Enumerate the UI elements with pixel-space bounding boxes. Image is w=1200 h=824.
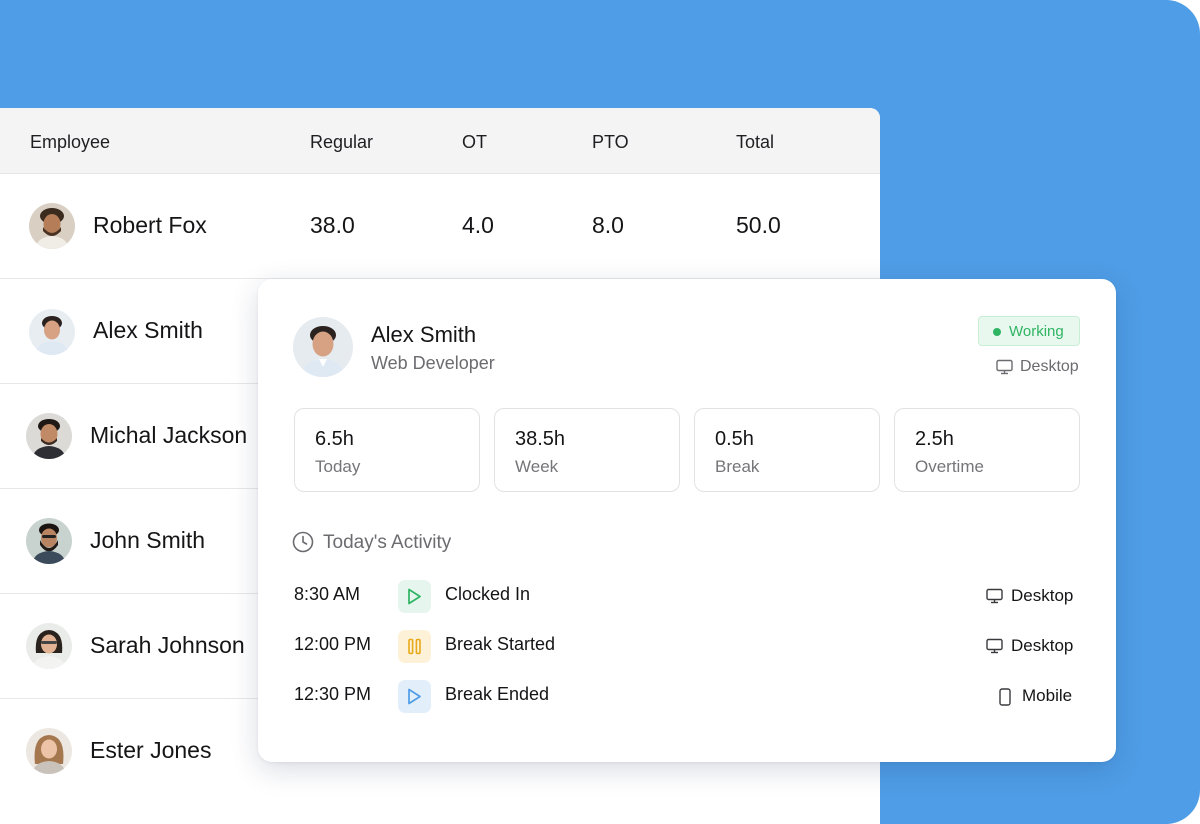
play-icon	[398, 580, 431, 613]
avatar	[29, 203, 75, 249]
avatar	[26, 728, 72, 774]
regular-hours: 38.0	[310, 212, 355, 238]
activity-item: 8:30 AM Clocked In Desktop	[258, 580, 1116, 620]
clock-icon	[292, 531, 314, 553]
employee-name[interactable]: Michal Jackson	[90, 422, 248, 448]
mobile-icon	[999, 688, 1011, 706]
desktop-icon	[986, 638, 1003, 654]
activity-device: Mobile	[998, 686, 1088, 708]
stat-label: Break	[715, 457, 760, 476]
column-header-regular[interactable]: Regular	[310, 132, 374, 152]
table-header: Employee Regular OT PTO Total	[0, 108, 880, 174]
activity-title: Today's Activity	[323, 532, 452, 553]
activity-device: Desktop	[986, 586, 1086, 608]
status-dot-icon	[993, 328, 1001, 336]
ot-hours: 4.0	[462, 212, 494, 238]
employee-role: Web Developer	[371, 353, 495, 373]
activity-time: 12:00 PM	[294, 634, 372, 654]
employee-name[interactable]: John Smith	[90, 527, 206, 553]
avatar	[293, 317, 353, 377]
stat-value: 6.5h	[315, 428, 354, 450]
device-label: Mobile	[1022, 686, 1073, 705]
stat-label: Week	[515, 457, 559, 476]
activity-label: Clocked In	[445, 584, 531, 604]
employee-name[interactable]: Sarah Johnson	[90, 632, 245, 658]
activity-time: 12:30 PM	[294, 684, 372, 704]
desktop-icon	[996, 359, 1013, 375]
device-label: Desktop	[1020, 358, 1079, 375]
status-badge: Working	[978, 316, 1080, 346]
stat-value: 38.5h	[515, 428, 566, 450]
employee-detail-card: Alex Smith Web Developer Working Desktop…	[258, 279, 1116, 762]
pto-hours: 8.0	[592, 212, 624, 238]
total-hours: 50.0	[736, 212, 781, 238]
pause-icon	[398, 630, 431, 663]
avatar	[29, 309, 75, 355]
column-header-employee[interactable]: Employee	[30, 132, 111, 152]
stat-overtime: 2.5h Overtime	[894, 408, 1080, 492]
activity-label: Break Started	[445, 634, 556, 654]
table-row[interactable]: Ester Jones	[0, 699, 880, 804]
avatar	[26, 623, 72, 669]
avatar	[26, 518, 72, 564]
avatar	[26, 413, 72, 459]
stat-today: 6.5h Today	[294, 408, 480, 492]
desktop-icon	[986, 588, 1003, 604]
table-row[interactable]: Robert Fox 38.0 4.0 8.0 50.0	[0, 174, 880, 279]
activity-device: Desktop	[986, 636, 1086, 658]
column-header-total[interactable]: Total	[736, 132, 775, 152]
device-label: Desktop	[1011, 636, 1074, 655]
status-label: Working	[1009, 323, 1064, 340]
current-device: Desktop	[996, 358, 1096, 378]
stat-label: Today	[315, 457, 361, 476]
employee-name[interactable]: Robert Fox	[93, 212, 207, 238]
stat-week: 38.5h Week	[494, 408, 680, 492]
table-row[interactable]: Michal Jackson	[0, 384, 880, 489]
stat-value: 0.5h	[715, 428, 754, 450]
activity-label: Break Ended	[445, 684, 550, 704]
employee-name: Alex Smith	[371, 322, 477, 347]
column-header-ot[interactable]: OT	[462, 132, 487, 152]
activity-item: 12:30 PM Break Ended Mobile	[258, 680, 1116, 720]
activity-item: 12:00 PM Break Started Desktop	[258, 630, 1116, 670]
activity-time: 8:30 AM	[294, 584, 361, 604]
employee-name[interactable]: Alex Smith	[93, 317, 203, 343]
device-label: Desktop	[1011, 586, 1074, 605]
stat-label: Overtime	[915, 457, 984, 476]
employee-name[interactable]: Ester Jones	[90, 737, 212, 763]
column-header-pto[interactable]: PTO	[592, 132, 629, 152]
stat-break: 0.5h Break	[694, 408, 880, 492]
stat-value: 2.5h	[915, 428, 954, 450]
play-icon	[398, 680, 431, 713]
